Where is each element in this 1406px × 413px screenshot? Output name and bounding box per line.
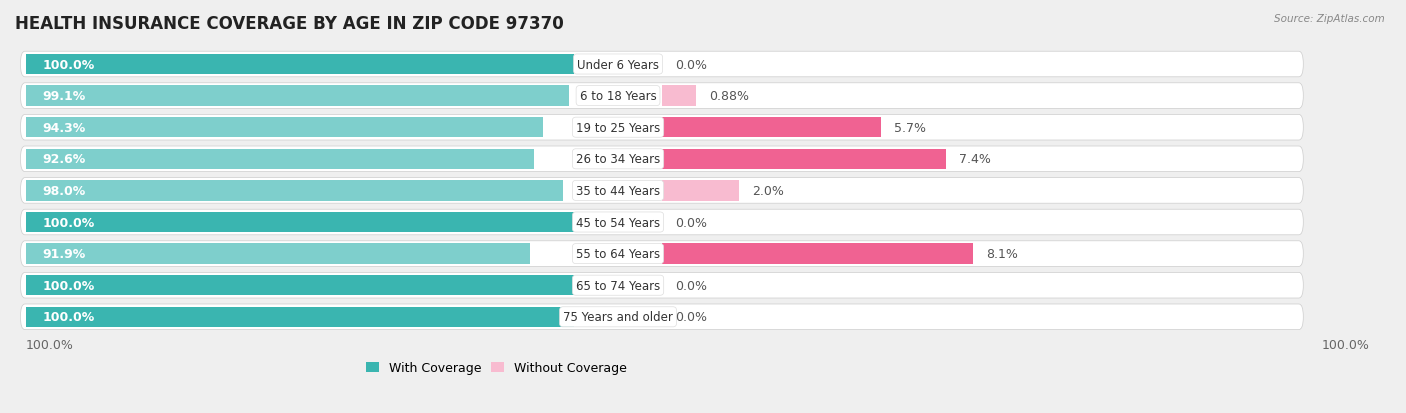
Text: 2.0%: 2.0% (752, 185, 783, 197)
Text: 100.0%: 100.0% (42, 216, 94, 229)
FancyBboxPatch shape (21, 83, 1303, 109)
Text: 92.6%: 92.6% (42, 153, 86, 166)
FancyBboxPatch shape (21, 115, 1303, 141)
FancyBboxPatch shape (21, 52, 1303, 78)
Text: 8.1%: 8.1% (986, 247, 1018, 261)
FancyBboxPatch shape (21, 304, 1303, 330)
Text: 45 to 54 Years: 45 to 54 Years (576, 216, 659, 229)
FancyBboxPatch shape (21, 147, 1303, 172)
Text: 0.0%: 0.0% (675, 279, 707, 292)
Text: Under 6 Years: Under 6 Years (576, 58, 659, 71)
Text: 94.3%: 94.3% (42, 121, 86, 134)
Text: 100.0%: 100.0% (1322, 339, 1369, 351)
Bar (25, 307, 574, 327)
Text: 99.1%: 99.1% (42, 90, 86, 103)
Bar (25, 212, 574, 233)
Bar (662, 86, 696, 107)
Text: 0.0%: 0.0% (675, 216, 707, 229)
Text: 100.0%: 100.0% (42, 311, 94, 323)
Bar (25, 275, 574, 296)
Text: 100.0%: 100.0% (42, 58, 94, 71)
FancyBboxPatch shape (21, 273, 1303, 298)
Text: 7.4%: 7.4% (959, 153, 991, 166)
Text: 55 to 64 Years: 55 to 64 Years (576, 247, 659, 261)
Text: 100.0%: 100.0% (42, 279, 94, 292)
Text: 6 to 18 Years: 6 to 18 Years (579, 90, 657, 103)
Text: 100.0%: 100.0% (25, 339, 75, 351)
Legend: With Coverage, Without Coverage: With Coverage, Without Coverage (367, 361, 627, 374)
Text: 26 to 34 Years: 26 to 34 Years (576, 153, 661, 166)
Text: 5.7%: 5.7% (894, 121, 925, 134)
Text: 0.88%: 0.88% (709, 90, 749, 103)
Text: HEALTH INSURANCE COVERAGE BY AGE IN ZIP CODE 97370: HEALTH INSURANCE COVERAGE BY AGE IN ZIP … (15, 15, 564, 33)
Bar (662, 118, 880, 138)
Text: 35 to 44 Years: 35 to 44 Years (576, 185, 659, 197)
Text: 75 Years and older: 75 Years and older (562, 311, 673, 323)
Text: 98.0%: 98.0% (42, 185, 86, 197)
Bar (25, 244, 530, 264)
Text: 0.0%: 0.0% (675, 58, 707, 71)
Bar (25, 118, 543, 138)
Bar (662, 181, 738, 201)
FancyBboxPatch shape (21, 178, 1303, 204)
Text: 0.0%: 0.0% (675, 311, 707, 323)
Bar (25, 86, 569, 107)
FancyBboxPatch shape (21, 241, 1303, 267)
FancyBboxPatch shape (21, 210, 1303, 235)
Bar (25, 181, 564, 201)
Bar (662, 149, 946, 170)
Text: 19 to 25 Years: 19 to 25 Years (576, 121, 661, 134)
Bar (25, 149, 534, 170)
Text: Source: ZipAtlas.com: Source: ZipAtlas.com (1274, 14, 1385, 24)
Bar (662, 244, 973, 264)
Text: 91.9%: 91.9% (42, 247, 86, 261)
Bar (25, 55, 574, 75)
Text: 65 to 74 Years: 65 to 74 Years (576, 279, 661, 292)
